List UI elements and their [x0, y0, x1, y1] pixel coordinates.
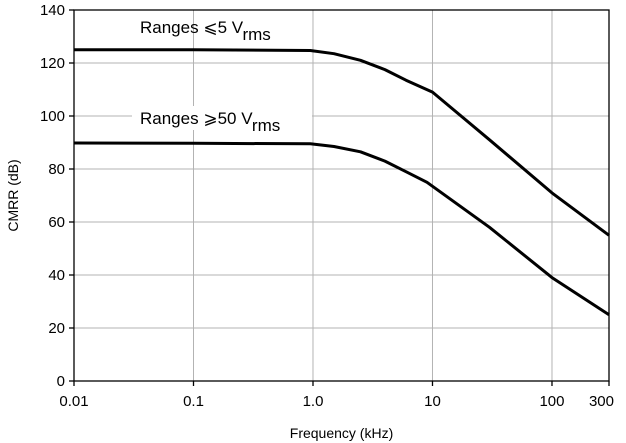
x-tick-label: 100: [539, 393, 564, 410]
y-tick-label: 140: [40, 2, 65, 19]
annotation-subscript: rms: [242, 25, 270, 44]
y-axis-label: CMRR (dB): [5, 159, 21, 231]
x-axis-label: Frequency (kHz): [290, 425, 393, 441]
y-tick-label: 80: [48, 161, 65, 178]
y-tick-label: 0: [57, 373, 65, 390]
y-tick-label: 100: [40, 108, 65, 125]
series-lines: [73, 48, 610, 317]
annotation-backdrop: [132, 106, 312, 130]
x-tick-label: 0.1: [183, 393, 204, 410]
grid-lines: [74, 10, 609, 381]
series-line-1: [74, 48, 610, 237]
x-tick-label: 10: [424, 393, 441, 410]
y-tick-label: 40: [48, 267, 65, 284]
plot-frame: [73, 9, 610, 382]
x-tick-label: 300: [589, 393, 614, 410]
y-tick-label: 20: [48, 320, 65, 337]
series-line-2: [73, 141, 610, 317]
y-tick-label: 60: [48, 214, 65, 231]
annotation-subscript: rms: [252, 116, 280, 135]
y-tick-label: 120: [40, 55, 65, 72]
axis-ticks: 0 20 40 60 80 100 120 140 0.01 0.1 1.0 10 100 300: [40, 2, 614, 410]
x-tick-label: 1.0: [303, 393, 324, 410]
x-tick-label: 0.01: [59, 393, 88, 410]
series-annotation-1: Ranges ⩽5 Vrms: [140, 18, 271, 44]
